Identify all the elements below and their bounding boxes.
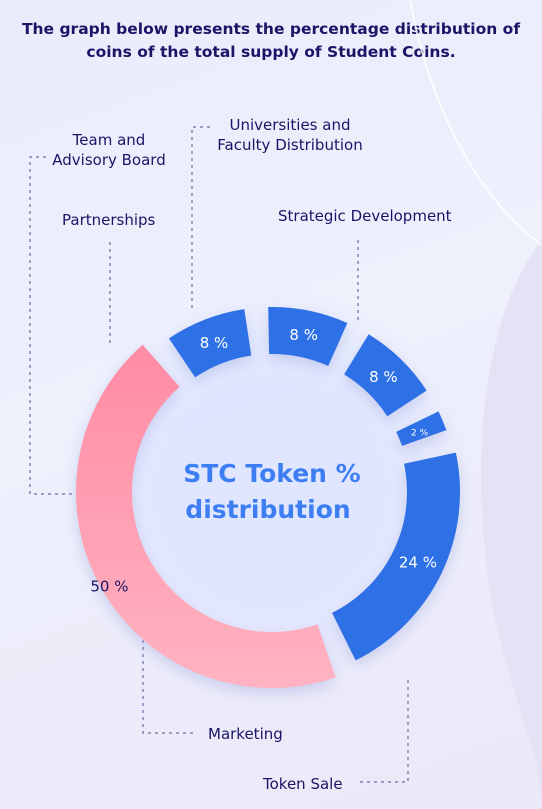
value-label-partnerships: 8 %	[369, 368, 398, 386]
value-label-strategic: 24 %	[399, 553, 437, 571]
segment-partnerships	[344, 334, 427, 417]
segment-strategic	[332, 452, 460, 661]
value-label-marketing: 8 %	[200, 334, 229, 352]
bg-wave-shape	[481, 240, 542, 809]
donut-segments	[75, 307, 460, 688]
segment-marketing	[168, 309, 252, 378]
segment-team	[268, 307, 348, 366]
leader-universities	[191, 126, 210, 310]
page-headline: The graph below presents the percentage …	[0, 18, 542, 64]
segment-token-sale	[75, 344, 336, 688]
label-team: Team and Advisory Board	[52, 131, 166, 169]
label-partnerships: Partnerships	[62, 211, 156, 229]
leader-team	[29, 156, 78, 495]
value-label-universities: 2 %	[411, 428, 429, 438]
label-marketing: Marketing	[208, 725, 283, 743]
label-universities: Universities and Faculty Distribution	[217, 116, 363, 154]
headline-line-1: The graph below presents the percentage …	[21, 20, 521, 38]
value-label-team: 8 %	[289, 326, 318, 344]
leader-marketing	[142, 640, 194, 734]
segment-universities	[396, 411, 447, 446]
headline-line-2: coins of the total supply of Student Coi…	[86, 43, 456, 61]
value-label-token-sale: 50 %	[90, 577, 128, 595]
label-token-sale: Token Sale	[263, 775, 343, 793]
leader-token-sale	[356, 680, 409, 783]
bg-arc-line	[409, 0, 542, 246]
label-strategic: Strategic Development	[278, 207, 452, 225]
center-label-line-1: STC Token %	[183, 459, 360, 488]
center-label-line-2: distribution	[185, 495, 350, 524]
